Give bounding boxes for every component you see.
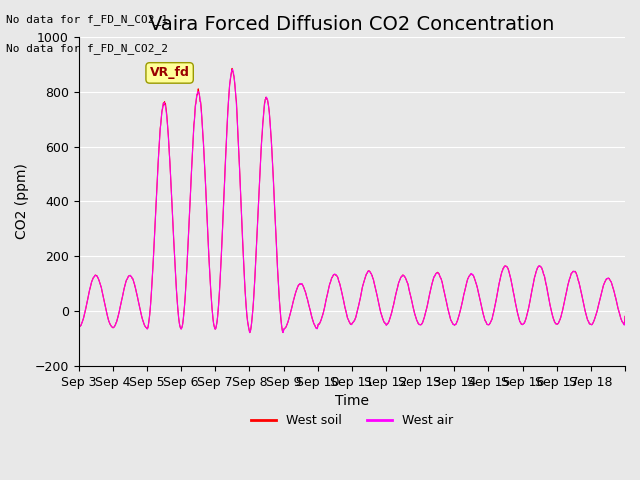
Line: West soil: West soil (79, 69, 625, 333)
Line: West air: West air (79, 69, 625, 333)
West air (228, 66, 236, 72)
Text: No data for f_FD_N_CO2_1: No data for f_FD_N_CO2_1 (6, 14, 168, 25)
West air (285, 316, 292, 322)
West soil (408, 299, 416, 305)
West air (408, 299, 416, 305)
West air (75, 317, 83, 323)
X-axis label: Time: Time (335, 394, 369, 408)
West soil (394, 286, 401, 291)
Text: VR_fd: VR_fd (150, 66, 189, 79)
West air (394, 286, 401, 292)
West soil (621, 313, 629, 319)
West soil (285, 316, 292, 322)
West air (332, 272, 340, 277)
West soil (246, 330, 253, 336)
West air (94, 275, 102, 280)
West air (279, 330, 287, 336)
West soil (492, 300, 499, 306)
West soil (94, 275, 102, 280)
Y-axis label: CO2 (ppm): CO2 (ppm) (15, 164, 29, 240)
Title: Vaira Forced Diffusion CO2 Concentration: Vaira Forced Diffusion CO2 Concentration (149, 15, 554, 34)
West soil (75, 315, 83, 321)
West soil (228, 66, 236, 72)
West soil (332, 272, 340, 277)
West air (492, 300, 499, 306)
Text: No data for f_FD_N_CO2_2: No data for f_FD_N_CO2_2 (6, 43, 168, 54)
West air (621, 314, 629, 320)
Legend: West soil, West air: West soil, West air (246, 409, 458, 432)
